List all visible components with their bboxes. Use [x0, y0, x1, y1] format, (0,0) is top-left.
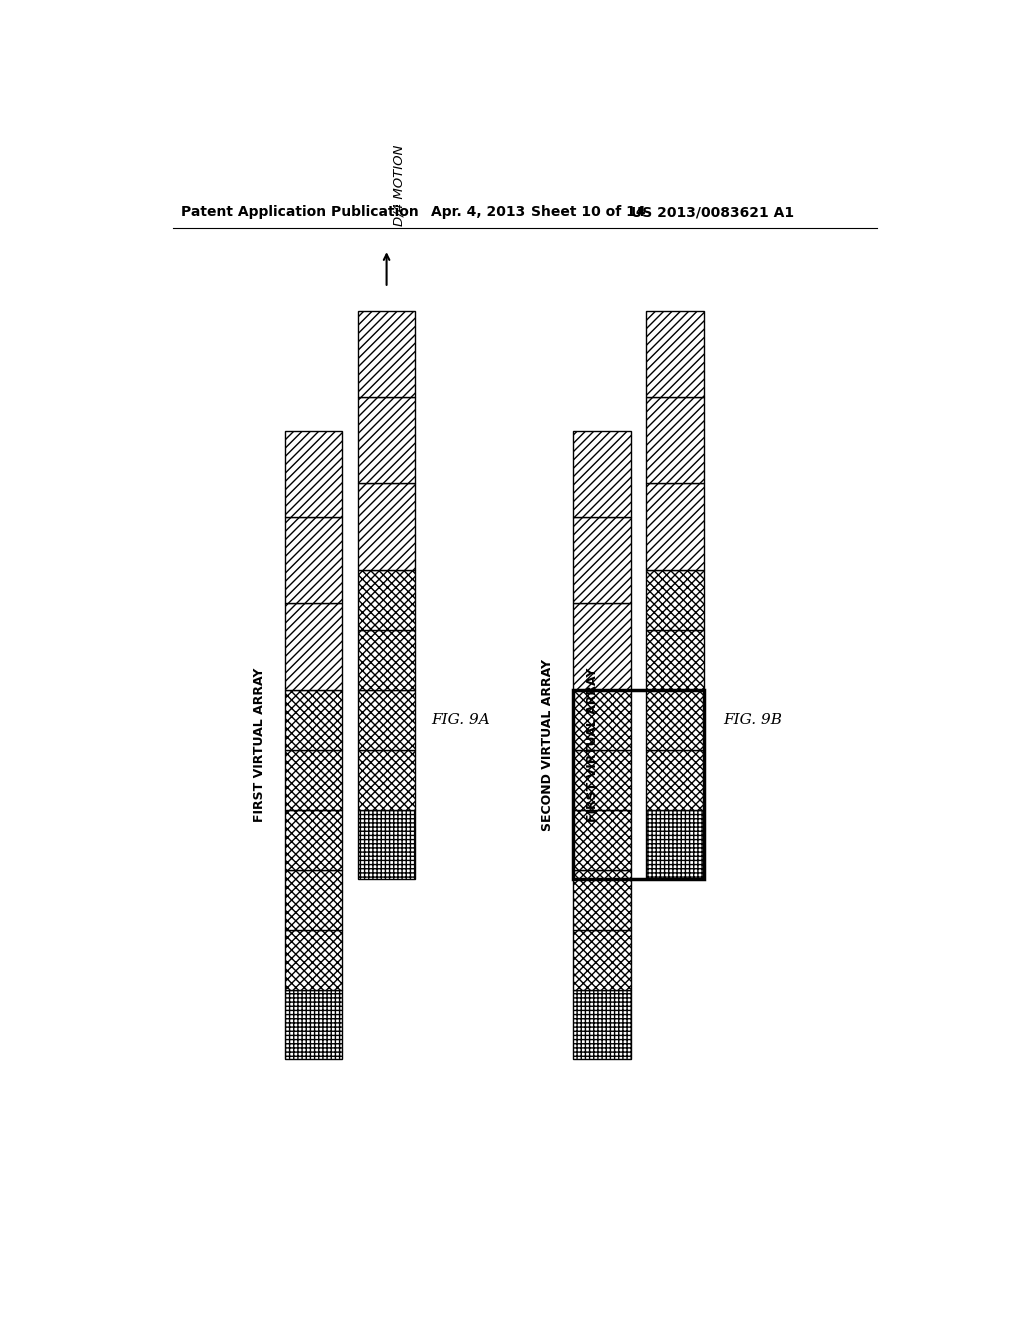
Bar [285, 750, 342, 810]
Bar [646, 483, 705, 570]
Bar [573, 517, 631, 603]
Text: US 2013/0083621 A1: US 2013/0083621 A1 [631, 206, 795, 219]
Bar [285, 430, 342, 517]
Bar [285, 810, 342, 870]
Bar [285, 689, 342, 750]
Text: FIRST VIRTUAL ARRAY: FIRST VIRTUAL ARRAY [253, 668, 265, 822]
Bar [646, 397, 705, 483]
Bar [285, 517, 342, 603]
Bar [357, 397, 416, 483]
Text: Patent Application Publication: Patent Application Publication [180, 206, 419, 219]
Bar [646, 312, 705, 397]
Bar [573, 689, 631, 750]
Bar [357, 750, 416, 810]
Bar [285, 929, 342, 990]
Text: D/4 MOTION: D/4 MOTION [393, 145, 406, 226]
Bar [573, 990, 631, 1059]
Bar [285, 603, 342, 689]
Bar [573, 603, 631, 689]
Bar [646, 750, 705, 810]
Text: FIG. 9B: FIG. 9B [724, 714, 782, 727]
Bar [357, 630, 416, 689]
Bar [646, 689, 705, 750]
Bar [357, 312, 416, 397]
Bar [357, 570, 416, 630]
Bar [646, 810, 705, 879]
Bar [357, 689, 416, 750]
Bar [357, 483, 416, 570]
Text: Sheet 10 of 14: Sheet 10 of 14 [531, 206, 645, 219]
Bar [573, 430, 631, 517]
Bar [573, 929, 631, 990]
Bar [573, 810, 631, 870]
Bar [285, 870, 342, 929]
Text: FIG. 9A: FIG. 9A [431, 714, 489, 727]
Text: Apr. 4, 2013: Apr. 4, 2013 [431, 206, 525, 219]
Text: SECOND VIRTUAL ARRAY: SECOND VIRTUAL ARRAY [542, 659, 554, 832]
Bar [646, 630, 705, 689]
Bar [646, 570, 705, 630]
Bar [573, 750, 631, 810]
Bar [357, 810, 416, 879]
Bar [285, 990, 342, 1059]
Text: FIRST VIRTUAL ARRAY: FIRST VIRTUAL ARRAY [586, 668, 599, 822]
Bar [573, 689, 705, 879]
Bar [573, 870, 631, 929]
